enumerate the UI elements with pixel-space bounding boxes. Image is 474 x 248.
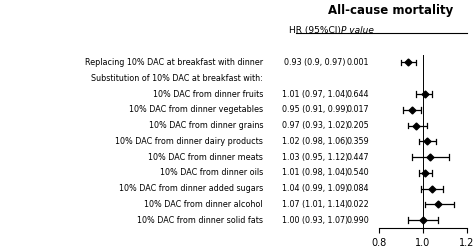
Text: 1.01 (0.97, 1.04): 1.01 (0.97, 1.04) — [282, 90, 348, 98]
Text: 0.93 (0.9, 0.97): 0.93 (0.9, 0.97) — [284, 58, 346, 67]
Text: P value: P value — [341, 26, 374, 35]
Text: 10% DAC from dinner vegetables: 10% DAC from dinner vegetables — [129, 105, 263, 114]
Text: 1.00 (0.93, 1.07): 1.00 (0.93, 1.07) — [282, 216, 348, 225]
Text: 1.02 (0.98, 1.06): 1.02 (0.98, 1.06) — [282, 137, 348, 146]
Text: 1.07 (1.01, 1.14): 1.07 (1.01, 1.14) — [282, 200, 348, 209]
Text: 1.01 (0.98, 1.04): 1.01 (0.98, 1.04) — [282, 168, 348, 177]
Text: 10% DAC from dinner dairy products: 10% DAC from dinner dairy products — [115, 137, 263, 146]
Text: 0.447: 0.447 — [346, 153, 369, 162]
Text: Replacing 10% DAC at breakfast with dinner: Replacing 10% DAC at breakfast with dinn… — [85, 58, 263, 67]
Text: 0.084: 0.084 — [346, 184, 369, 193]
Text: 0.017: 0.017 — [346, 105, 369, 114]
Text: 0.205: 0.205 — [346, 121, 369, 130]
Text: 10% DAC from dinner alcohol: 10% DAC from dinner alcohol — [145, 200, 263, 209]
Text: 10% DAC from dinner fruits: 10% DAC from dinner fruits — [153, 90, 263, 98]
Text: 0.001: 0.001 — [346, 58, 369, 67]
Text: 0.359: 0.359 — [346, 137, 369, 146]
Text: 0.022: 0.022 — [346, 200, 369, 209]
Text: 10% DAC from dinner grains: 10% DAC from dinner grains — [148, 121, 263, 130]
Text: All-cause mortality: All-cause mortality — [328, 3, 454, 17]
Text: 1.04 (0.99, 1.09): 1.04 (0.99, 1.09) — [282, 184, 348, 193]
Text: 10% DAC from dinner solid fats: 10% DAC from dinner solid fats — [137, 216, 263, 225]
Text: 0.644: 0.644 — [346, 90, 369, 98]
Text: 10% DAC from dinner meats: 10% DAC from dinner meats — [148, 153, 263, 162]
Text: HR (95%CI): HR (95%CI) — [289, 26, 341, 35]
Text: 0.990: 0.990 — [346, 216, 369, 225]
Text: 1.03 (0.95, 1.12): 1.03 (0.95, 1.12) — [282, 153, 348, 162]
Text: 0.540: 0.540 — [346, 168, 369, 177]
Text: 0.95 (0.91, 0.99): 0.95 (0.91, 0.99) — [282, 105, 348, 114]
Text: 10% DAC from dinner added sugars: 10% DAC from dinner added sugars — [119, 184, 263, 193]
Text: 10% DAC from dinner oils: 10% DAC from dinner oils — [160, 168, 263, 177]
Text: Substitution of 10% DAC at breakfast with:: Substitution of 10% DAC at breakfast wit… — [91, 74, 263, 83]
Text: 0.97 (0.93, 1.02): 0.97 (0.93, 1.02) — [282, 121, 348, 130]
